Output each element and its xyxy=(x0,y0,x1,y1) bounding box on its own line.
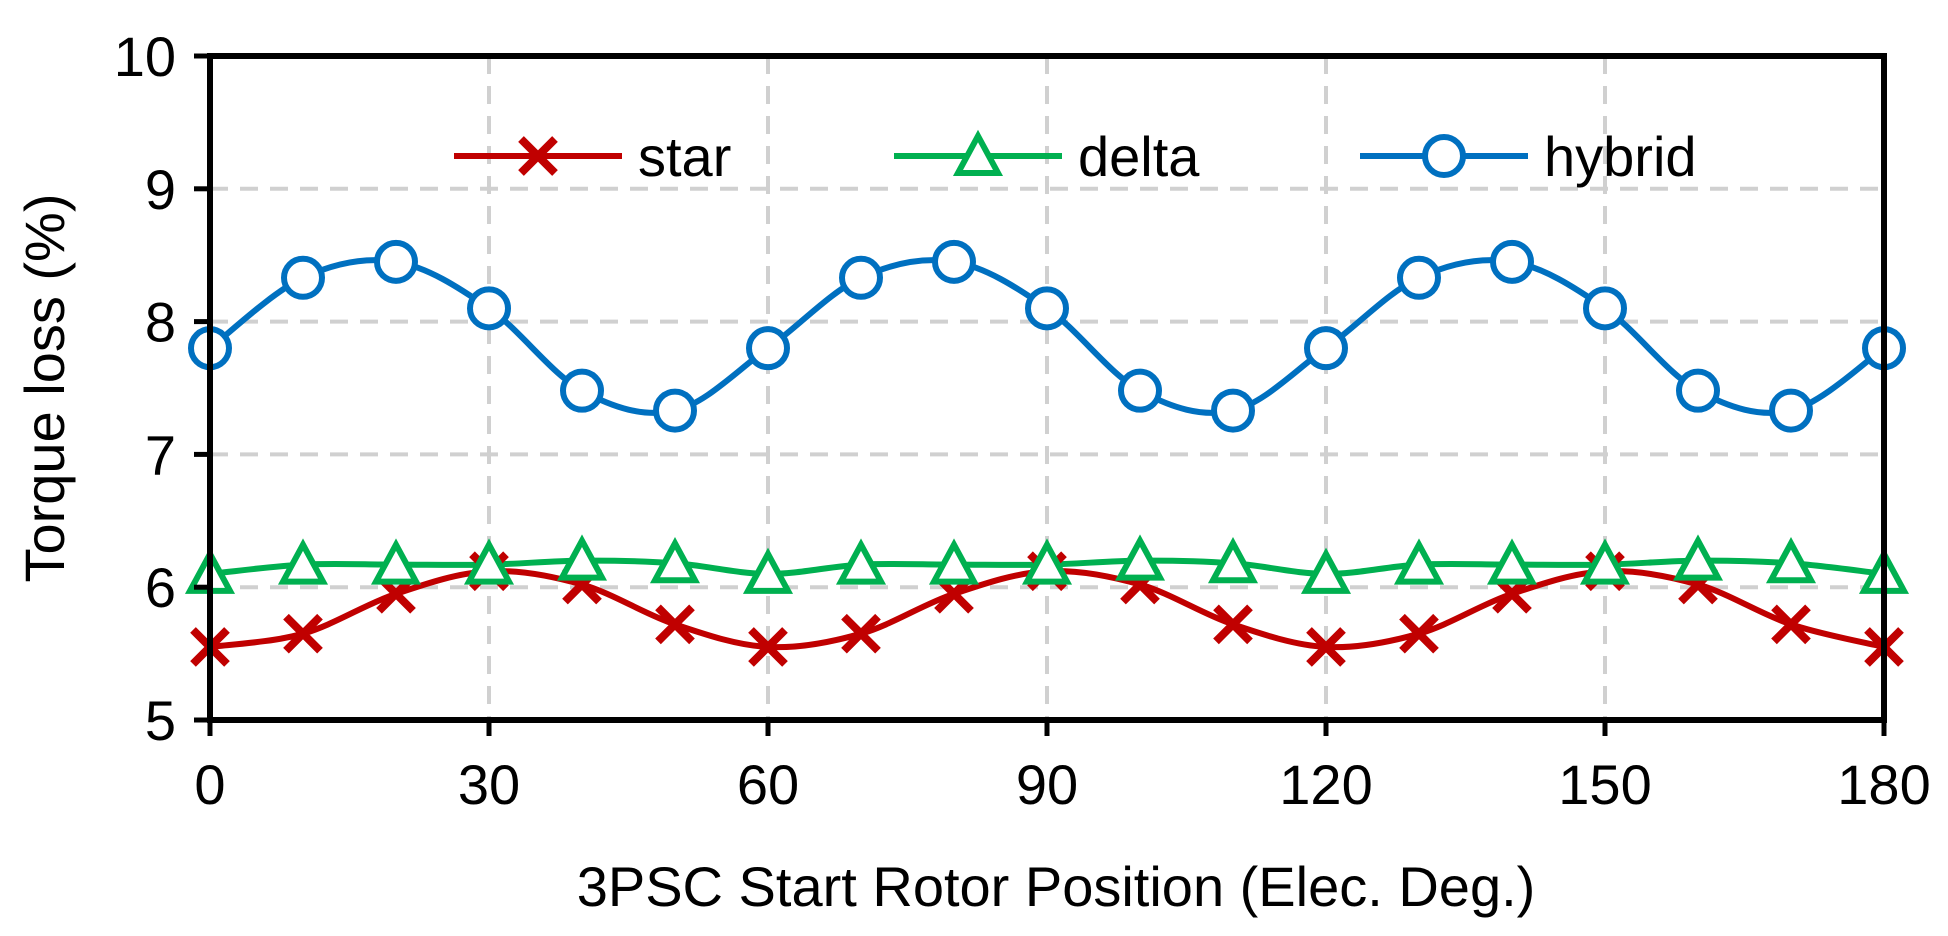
star-data-point xyxy=(748,627,788,667)
delta-data-point xyxy=(835,538,887,585)
delta-data-point xyxy=(742,547,794,594)
x-tick-label: 30 xyxy=(458,753,520,816)
delta-data-point xyxy=(928,538,980,585)
delta-data-point xyxy=(1300,547,1352,594)
star-data-point xyxy=(1399,613,1439,654)
delta-data-point xyxy=(1207,536,1259,584)
star-data-point xyxy=(655,604,695,645)
x-tick-label: 90 xyxy=(1016,753,1078,816)
hybrid-data-point xyxy=(839,255,883,300)
x-tick-label: 120 xyxy=(1279,753,1372,816)
delta-data-point xyxy=(1579,538,1631,585)
hybrid-data-point xyxy=(1676,368,1720,413)
delta-data-point xyxy=(1021,538,1073,585)
y-tick-label: 8 xyxy=(145,291,176,354)
star-data-point xyxy=(841,613,881,654)
delta-data-point xyxy=(1765,536,1817,584)
y-axis-title: Torque loss (%) xyxy=(13,193,76,582)
hybrid-legend-marker xyxy=(1422,134,1466,178)
delta-data-point xyxy=(1114,534,1166,581)
hybrid-data-point xyxy=(1304,326,1348,371)
y-tick-label: 10 xyxy=(114,25,176,88)
delta-data-point xyxy=(1393,538,1445,585)
delta-data-point xyxy=(370,538,422,585)
hybrid-data-point xyxy=(1118,368,1162,413)
hybrid-data-point xyxy=(560,368,604,413)
star-data-point xyxy=(283,613,323,654)
y-axis-ticks: 5 6 7 8 9 10 xyxy=(114,25,210,752)
y-tick-label: 5 xyxy=(145,689,176,752)
hybrid-data-point xyxy=(374,239,418,284)
x-tick-label: 150 xyxy=(1558,753,1651,816)
delta-data-point xyxy=(556,534,608,581)
hybrid-data-point xyxy=(653,388,697,433)
hybrid-data-point xyxy=(1769,388,1813,433)
delta-data-point xyxy=(1486,538,1538,585)
hybrid-legend-label: hybrid xyxy=(1544,125,1697,188)
delta-data-point xyxy=(277,538,329,585)
y-tick-label: 7 xyxy=(145,423,176,486)
delta-data-point xyxy=(463,538,515,585)
star-legend-marker xyxy=(518,136,558,176)
x-tick-label: 180 xyxy=(1837,753,1930,816)
star-data-point xyxy=(1306,627,1346,667)
series-markers xyxy=(184,239,1910,667)
hybrid-data-point xyxy=(1490,239,1534,284)
x-axis-ticks: 0 30 60 90 120 150 180 xyxy=(194,720,1931,816)
hybrid-data-point xyxy=(1397,255,1441,300)
hybrid-data-point xyxy=(1583,286,1627,331)
hybrid-data-point xyxy=(746,326,790,371)
x-tick-label: 60 xyxy=(737,753,799,816)
star-data-point xyxy=(1213,604,1253,645)
hybrid-data-point xyxy=(1211,388,1255,433)
delta-legend-marker xyxy=(952,129,1004,176)
delta-data-point xyxy=(1672,534,1724,581)
hybrid-data-point xyxy=(1025,286,1069,331)
delta-legend-label: delta xyxy=(1078,125,1200,188)
hybrid-data-point xyxy=(932,239,976,284)
y-tick-label: 9 xyxy=(145,158,176,221)
star-legend-label: star xyxy=(638,125,731,188)
hybrid-data-point xyxy=(281,255,325,300)
y-tick-label: 6 xyxy=(145,556,176,619)
star-data-point xyxy=(1771,604,1811,645)
x-axis-title: 3PSC Start Rotor Position (Elec. Deg.) xyxy=(577,855,1536,918)
hybrid-data-point xyxy=(467,286,511,331)
legend: star delta hybrid xyxy=(454,125,1697,188)
x-tick-label: 0 xyxy=(194,753,225,816)
delta-data-point xyxy=(649,536,701,584)
